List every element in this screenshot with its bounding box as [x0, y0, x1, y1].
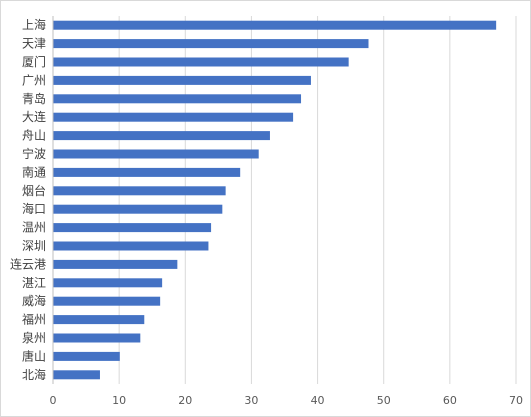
bar-18: [53, 351, 120, 361]
bar-7: [53, 149, 259, 159]
x-tick-label-60: 60: [443, 394, 457, 407]
bar-3: [53, 75, 311, 85]
bar-1: [53, 39, 369, 49]
bar-5: [53, 112, 294, 122]
bar-12: [53, 241, 209, 251]
category-label-7: 宁波: [22, 146, 46, 161]
x-tick-label-20: 20: [178, 394, 192, 407]
bars: [53, 20, 497, 380]
bar-9: [53, 186, 226, 196]
category-label-17: 泉州: [22, 331, 46, 345]
category-label-14: 湛江: [22, 276, 46, 290]
bar-0: [53, 20, 497, 30]
category-label-13: 连云港: [10, 256, 46, 271]
category-label-6: 舟山: [22, 129, 46, 143]
x-tick-label-10: 10: [112, 394, 126, 407]
category-label-16: 福州: [22, 312, 46, 327]
bar-10: [53, 204, 223, 214]
category-label-19: 北海: [22, 367, 46, 382]
category-label-11: 温州: [22, 221, 46, 235]
category-label-0: 上海: [22, 17, 46, 32]
bar-4: [53, 94, 302, 104]
category-label-8: 南通: [22, 164, 46, 179]
category-label-3: 广州: [22, 73, 46, 87]
category-label-9: 烟台: [22, 183, 46, 198]
category-label-15: 威海: [22, 293, 46, 308]
category-label-10: 海口: [22, 201, 46, 216]
bar-2: [53, 57, 349, 67]
category-label-4: 青岛: [22, 91, 46, 106]
category-label-18: 唐山: [22, 348, 46, 363]
x-tick-label-40: 40: [311, 394, 325, 407]
bar-13: [53, 259, 178, 269]
x-tick-label-70: 70: [509, 394, 523, 407]
category-label-5: 大连: [22, 109, 46, 124]
bar-19: [53, 370, 100, 380]
category-label-2: 厦门: [22, 54, 46, 69]
value-axis: 0 10 20 30 40 50 60 70: [50, 394, 524, 407]
bar-16: [53, 315, 145, 325]
x-tick-label-30: 30: [244, 394, 258, 407]
gridlines: [118, 16, 517, 384]
bar-11: [53, 223, 212, 233]
bar-15: [53, 296, 161, 306]
bar-8: [53, 167, 241, 177]
category-axis: 上海天津厦门广州青岛大连舟山宁波南通烟台海口温州深圳连云港湛江威海福州泉州唐山北…: [10, 16, 54, 384]
bar-14: [53, 278, 163, 288]
category-label-12: 深圳: [22, 239, 46, 253]
bar-6: [53, 131, 270, 141]
category-label-1: 天津: [22, 37, 46, 51]
x-tick-label-50: 50: [377, 394, 391, 407]
x-tick-label-0: 0: [50, 394, 57, 407]
bar-17: [53, 333, 141, 343]
